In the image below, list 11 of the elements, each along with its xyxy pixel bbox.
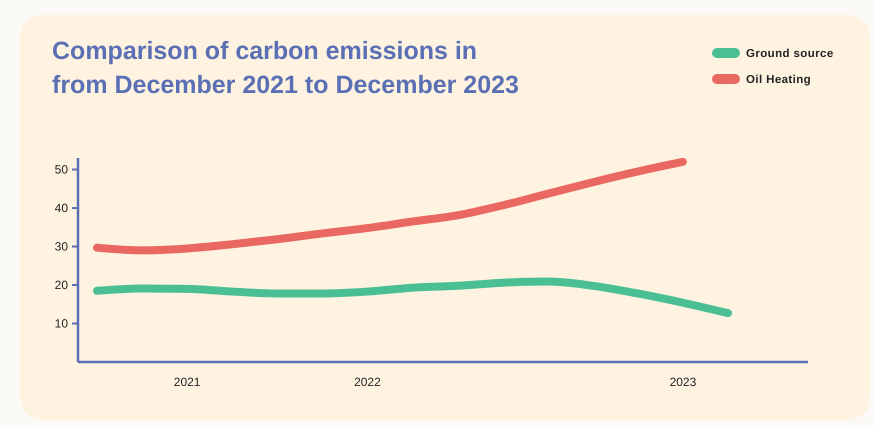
y-tick-label: 10: [54, 316, 68, 331]
legend-label: Oil Heating: [746, 74, 812, 86]
x-tick-label: 2022: [354, 375, 382, 389]
chart-title: Comparison of carbon emissions in from December 2021 to December 2023: [52, 36, 520, 101]
y-tick-label: 30: [54, 240, 68, 254]
x-tick-label: 2023: [670, 375, 697, 389]
y-tick-label: 40: [54, 201, 68, 216]
x-tick-label: 2021: [174, 375, 201, 389]
legend-label: Ground source: [746, 48, 834, 60]
y-tick-label: 20: [54, 278, 68, 292]
y-tick-label: 50: [54, 162, 68, 177]
